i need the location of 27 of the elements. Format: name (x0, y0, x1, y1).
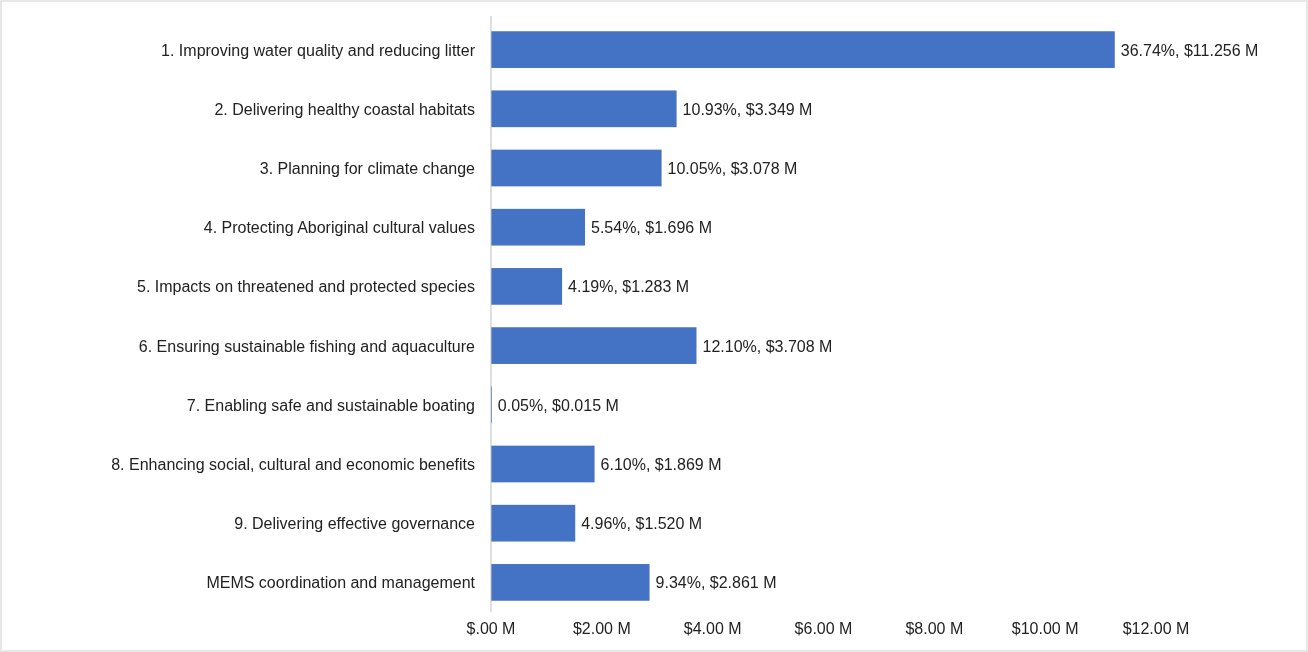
y-tick-label: 4. Protecting Aboriginal cultural values (203, 219, 475, 237)
y-tick-label: 6. Ensuring sustainable fishing and aquaculture (138, 337, 476, 355)
x-tick-label: $12.00 M (1122, 620, 1190, 637)
data-label: 5.54%, $1.696 M (590, 219, 712, 237)
data-label: 9.34%, $2.861 M (655, 574, 777, 592)
y-tick-label: 8. Enhancing social, cultural and economic benefits (111, 456, 475, 473)
y-tick-label: 3. Planning for climate change (259, 160, 476, 177)
data-label: 12.10%, $3.708 M (702, 337, 833, 355)
x-tick-label: $8.00 M (905, 620, 964, 637)
data-label: 10.05%, $3.078 M (667, 160, 798, 177)
data-label: 10.93%, $3.349 M (682, 100, 813, 118)
data-label: 36.74%, $11.256 M (1120, 41, 1259, 59)
y-tick-label: 5. Impacts on threatened and protected species (137, 278, 475, 296)
x-tick-label: $2.00 M (572, 620, 631, 637)
data-label: 6.10%, $1.869 M (600, 456, 722, 473)
data-label: 4.96%, $1.520 M (581, 515, 703, 533)
data-label: 0.05%, $0.015 M (497, 396, 619, 414)
y-tick-label: 7. Enabling safe and sustainable boating (186, 396, 475, 414)
x-tick-label: $10.00 M (1011, 620, 1079, 637)
y-tick-label: 9. Delivering effective governance (234, 515, 476, 533)
y-tick-label: 2. Delivering healthy coastal habitats (214, 100, 475, 118)
x-tick-label: $4.00 M (683, 620, 742, 637)
y-tick-label: 1. Improving water quality and reducing litter (161, 41, 476, 59)
x-tick-label: $6.00 M (794, 620, 853, 637)
data-label: 4.19%, $1.283 M (568, 278, 690, 296)
y-tick-label: MEMS coordination and management (206, 574, 476, 592)
x-tick-label: $.00 M (466, 620, 516, 637)
